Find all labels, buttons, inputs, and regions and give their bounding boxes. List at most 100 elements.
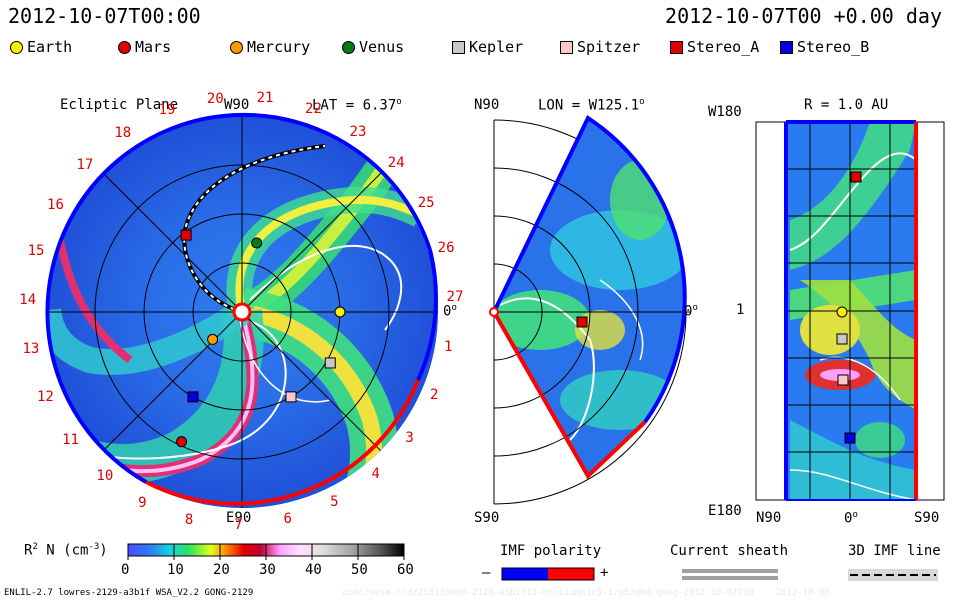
carrington-number: 22 <box>305 101 322 118</box>
carrington-number: 10 <box>96 467 114 484</box>
carrington-number: 2 <box>429 386 439 403</box>
footer-model-info: ENLIL-2.7 lowres-2129-a3b1f WSA_V2.2 GON… <box>4 588 254 598</box>
carrington-number: 21 <box>256 90 274 107</box>
colorbar-tick-label: 50 <box>351 562 368 578</box>
colorbar-label: R2 N (cm-3) <box>24 542 108 559</box>
colorbar-tick-label: 10 <box>167 562 184 578</box>
meridional-right-label: 0o <box>684 303 698 320</box>
imf-polarity-minus: – <box>482 565 491 581</box>
ecliptic-lat-label: LAT = 6.37o <box>312 97 402 114</box>
stereo-a-legend-icon <box>670 40 683 54</box>
spitzer-ecliptic-marker <box>285 391 297 403</box>
ecliptic-title: Ecliptic Plane <box>60 97 179 113</box>
radial-top-left: W180 <box>708 104 742 120</box>
carrington-number: 26 <box>437 240 455 257</box>
radial-title: R = 1.0 AU <box>804 97 889 113</box>
footer-run-info: ccmc/vesm-cld/2581306d0-2128-a3b1f15-mtc… <box>342 588 830 598</box>
carrington-number: 5 <box>330 493 339 510</box>
legend-label: Kepler <box>469 38 524 56</box>
carrington-number: 13 <box>22 341 40 358</box>
mercury-ecliptic-marker <box>207 333 219 345</box>
legend-item-earth: Earth <box>10 38 72 56</box>
sun-icon <box>232 302 252 322</box>
imf-polarity-positive <box>548 568 594 580</box>
meridional-panel <box>489 115 690 505</box>
stereo-b-radial-marker <box>844 432 856 444</box>
ecliptic-top-label: W90 <box>224 97 250 113</box>
ecliptic-bottom-label: E90 <box>226 510 252 526</box>
radial-bottom-left: E180 <box>708 503 742 519</box>
legend-label: Venus <box>359 38 405 56</box>
meridional-lon-label: LON = W125.1o <box>538 97 645 114</box>
legend-label: Mars <box>135 38 172 56</box>
current-sheath-sample-1 <box>682 569 778 573</box>
current-sheath-title: Current sheath <box>670 543 789 559</box>
colorbar-tick-label: 20 <box>213 562 230 578</box>
current-sheath-sample-2 <box>682 576 778 580</box>
imf-polarity-title: IMF polarity <box>500 543 602 559</box>
carrington-number: 6 <box>283 510 292 527</box>
carrington-number: 12 <box>36 388 54 405</box>
legend-item-mercury: Mercury <box>230 38 310 56</box>
colorbar-tick-label: 40 <box>305 562 322 578</box>
kepler-legend-icon <box>452 40 465 54</box>
radial-panel <box>755 120 945 501</box>
stereo-a-ecliptic-marker <box>180 229 192 241</box>
stereo-b-ecliptic-marker <box>187 391 199 403</box>
legend-label: Stereo_B <box>797 38 870 56</box>
carrington-number: 11 <box>62 431 79 448</box>
left-timestamp: 2012-10-07T00:00 <box>8 4 201 28</box>
spitzer-legend-icon <box>560 40 573 54</box>
spitzer-radial-marker <box>837 374 849 386</box>
sun-meridional-icon <box>489 307 499 317</box>
mercury-legend-icon <box>230 40 243 54</box>
earth-legend-icon <box>10 40 23 54</box>
mars-legend-icon <box>118 40 131 54</box>
legend-item-stereo-b: Stereo_B <box>780 38 869 56</box>
stereo-a-meridional-marker <box>576 316 588 328</box>
carrington-number: 17 <box>76 157 94 174</box>
carrington-number: 18 <box>114 124 132 141</box>
stereo-b-legend-icon <box>780 40 793 54</box>
radial-x-label-0: 0o <box>844 510 858 527</box>
stereo-a-radial-marker <box>850 171 862 183</box>
carrington-number: 24 <box>387 155 405 172</box>
colorbar-tick-label: 0 <box>121 562 130 578</box>
carrington-number: 19 <box>158 102 176 119</box>
carrington-number: 1 <box>443 338 453 355</box>
carrington-number: 9 <box>138 494 147 511</box>
ecliptic-panel <box>45 112 438 508</box>
carrington-number: 8 <box>184 511 194 528</box>
carrington-number: 15 <box>27 242 45 259</box>
carrington-number: 16 <box>47 197 64 214</box>
colorbar-tick-label: 30 <box>259 562 276 578</box>
legend-label: Earth <box>27 38 73 56</box>
legend-item-venus: Venus <box>342 38 404 56</box>
meridional-bottom-left: S90 <box>474 510 500 526</box>
legend-label: Stereo_A <box>687 38 760 56</box>
carrington-number: 4 <box>371 466 380 483</box>
legend-item-mars: Mars <box>118 38 171 56</box>
radial-x-label-s90: S90 <box>914 510 940 526</box>
carrington-number: 7 <box>234 516 243 533</box>
carrington-number: 25 <box>417 194 435 211</box>
imf-polarity-plus: + <box>600 565 609 581</box>
legend-label: Spitzer <box>577 38 641 56</box>
radial-x-label-n90: N90 <box>756 510 782 526</box>
kepler-radial-marker <box>836 333 848 345</box>
radial-mid-left: 1 <box>736 302 745 318</box>
colorbar-tick-label: 60 <box>397 562 414 578</box>
meridional-top-left: N90 <box>474 97 500 113</box>
imf-polarity-negative <box>502 568 548 580</box>
carrington-number: 20 <box>206 90 224 107</box>
ecliptic-objects <box>176 229 346 448</box>
mars-ecliptic-marker <box>176 436 188 448</box>
legend-item-stereo-a: Stereo_A <box>670 38 759 56</box>
carrington-number: 27 <box>446 289 464 306</box>
ecliptic-right-label: 0o <box>443 303 457 320</box>
earth-ecliptic-marker <box>334 306 346 318</box>
carrington-number: 3 <box>405 429 414 446</box>
carrington-number: 14 <box>19 291 37 308</box>
venus-ecliptic-marker <box>251 237 263 249</box>
